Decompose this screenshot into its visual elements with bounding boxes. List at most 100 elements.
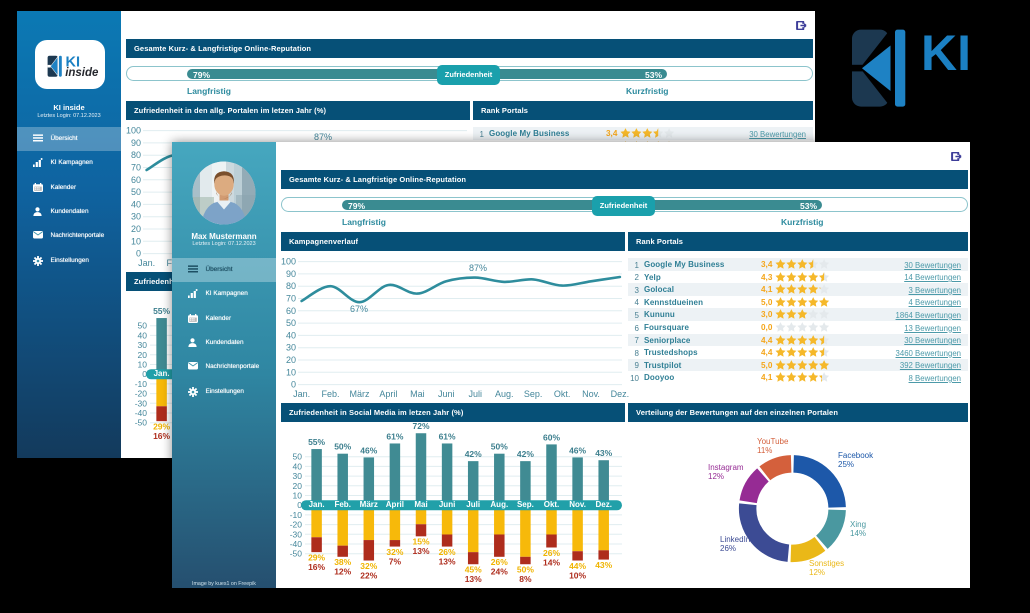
svg-text:-50: -50 [135, 418, 148, 428]
svg-text:Jan.: Jan. [309, 500, 325, 509]
svg-text:7%: 7% [389, 556, 402, 566]
svg-text:100: 100 [281, 257, 296, 267]
svg-text:13%: 13% [465, 574, 482, 584]
svg-text:60: 60 [131, 175, 141, 185]
svg-text:38%: 38% [334, 557, 351, 567]
svg-text:Juni: Juni [439, 500, 455, 509]
svg-text:Nov.: Nov. [582, 389, 600, 399]
svg-text:42%: 42% [517, 449, 534, 459]
svg-text:-20: -20 [135, 389, 148, 399]
svg-text:20: 20 [286, 355, 296, 365]
svg-text:0: 0 [136, 249, 141, 259]
svg-text:30: 30 [131, 212, 141, 222]
svg-text:16%: 16% [308, 562, 325, 572]
svg-text:50: 50 [138, 321, 148, 331]
svg-text:90: 90 [286, 269, 296, 279]
svg-text:16%: 16% [153, 431, 170, 441]
svg-text:60: 60 [286, 306, 296, 316]
svg-text:20: 20 [138, 350, 148, 360]
svg-text:32%: 32% [360, 561, 377, 571]
svg-text:20: 20 [131, 224, 141, 234]
svg-text:Nov.: Nov. [569, 500, 586, 509]
svg-text:22%: 22% [360, 570, 377, 580]
svg-text:30: 30 [286, 343, 296, 353]
svg-text:55%: 55% [308, 437, 325, 447]
svg-text:Sep.: Sep. [517, 500, 534, 509]
svg-text:Juli: Juli [466, 500, 480, 509]
svg-text:Mai: Mai [410, 389, 425, 399]
svg-text:30: 30 [138, 340, 148, 350]
svg-text:13%: 13% [439, 556, 456, 566]
svg-text:-50: -50 [290, 549, 303, 559]
svg-text:Okt.: Okt. [554, 389, 571, 399]
svg-text:Instagram: Instagram [708, 463, 744, 472]
svg-text:13%: 13% [412, 546, 429, 556]
svg-text:Jan.: Jan. [154, 369, 170, 378]
svg-text:Sep.: Sep. [524, 389, 543, 399]
svg-text:Juni: Juni [438, 389, 455, 399]
svg-text:Dez.: Dez. [611, 389, 630, 399]
svg-text:80: 80 [131, 150, 141, 160]
svg-text:43%: 43% [595, 560, 612, 570]
svg-text:70: 70 [286, 294, 296, 304]
svg-text:60%: 60% [543, 432, 560, 442]
svg-text:15%: 15% [412, 537, 429, 547]
svg-text:12%: 12% [708, 472, 724, 481]
svg-text:Okt.: Okt. [544, 500, 560, 509]
svg-text:0: 0 [297, 500, 302, 510]
svg-text:50: 50 [286, 318, 296, 328]
svg-text:Sonstiges: Sonstiges [809, 559, 844, 568]
svg-text:KI: KI [921, 25, 971, 81]
svg-text:10%: 10% [569, 570, 586, 580]
svg-text:10: 10 [286, 367, 296, 377]
svg-text:KI: KI [66, 55, 81, 71]
svg-text:87%: 87% [469, 263, 487, 273]
svg-text:YouTube: YouTube [757, 437, 789, 446]
svg-text:-30: -30 [290, 529, 303, 539]
svg-text:März: März [360, 500, 378, 509]
svg-text:14%: 14% [850, 529, 866, 538]
svg-text:87%: 87% [314, 132, 332, 142]
svg-text:Feb.: Feb. [334, 500, 350, 509]
svg-text:50%: 50% [491, 442, 508, 452]
svg-text:LinkedIn: LinkedIn [720, 535, 750, 544]
svg-text:46%: 46% [360, 445, 377, 455]
svg-text:55%: 55% [153, 306, 170, 316]
svg-text:67%: 67% [350, 304, 368, 314]
svg-text:90: 90 [131, 138, 141, 148]
svg-text:26%: 26% [543, 548, 560, 558]
svg-text:8%: 8% [519, 574, 532, 584]
svg-text:25%: 25% [838, 460, 854, 469]
svg-text:Xing: Xing [850, 520, 866, 529]
svg-text:Jan.: Jan. [293, 389, 310, 399]
svg-text:30: 30 [293, 471, 303, 481]
svg-text:März: März [350, 389, 370, 399]
svg-text:-10: -10 [135, 379, 148, 389]
svg-text:26%: 26% [720, 544, 736, 553]
svg-text:26%: 26% [439, 547, 456, 557]
svg-text:40: 40 [286, 330, 296, 340]
svg-text:42%: 42% [465, 449, 482, 459]
svg-text:44%: 44% [569, 561, 586, 571]
svg-text:April: April [379, 389, 397, 399]
svg-text:80: 80 [286, 281, 296, 291]
svg-text:April: April [386, 500, 404, 509]
svg-text:70: 70 [131, 163, 141, 173]
svg-text:12%: 12% [334, 567, 351, 577]
svg-text:40: 40 [131, 199, 141, 209]
svg-text:-10: -10 [290, 510, 303, 520]
svg-text:12%: 12% [809, 568, 825, 577]
svg-text:Mai: Mai [414, 500, 427, 509]
svg-text:11%: 11% [757, 446, 772, 455]
svg-text:100: 100 [126, 126, 141, 136]
svg-text:20: 20 [293, 481, 303, 491]
svg-text:72%: 72% [412, 422, 429, 431]
svg-text:10: 10 [293, 491, 303, 501]
svg-text:0: 0 [142, 369, 147, 379]
svg-text:24%: 24% [491, 567, 508, 577]
svg-text:-40: -40 [290, 539, 303, 549]
svg-text:14%: 14% [543, 557, 560, 567]
svg-text:29%: 29% [308, 553, 325, 563]
svg-text:29%: 29% [153, 422, 170, 432]
svg-text:Jan.: Jan. [138, 258, 155, 268]
